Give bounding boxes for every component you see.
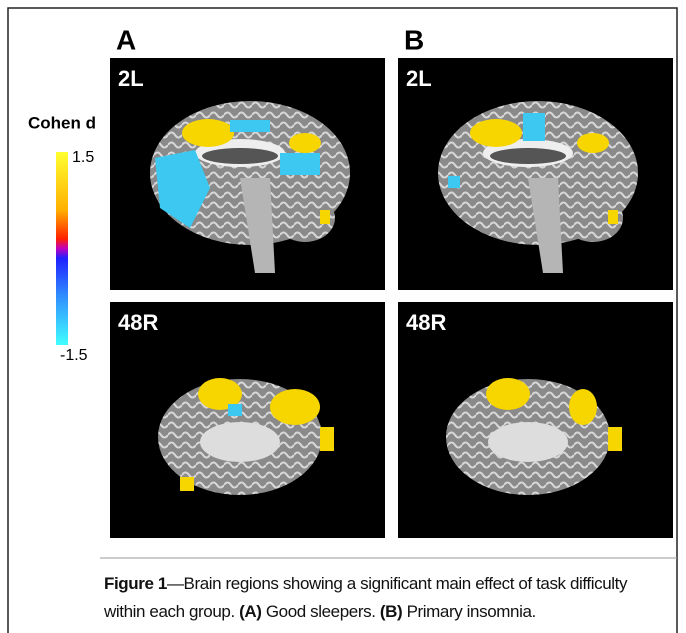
colorbar-max: 1.5 [72,149,94,166]
activation [180,477,194,491]
panel-letter: A [116,24,136,55]
activation [228,404,242,416]
caption-ref: (A) [239,602,261,621]
activation [182,119,234,147]
activation [608,427,622,451]
activation [608,210,618,224]
caption-ref: (B) [380,602,402,621]
caption: Figure 1—Brain regions showing a signifi… [104,570,670,626]
white-matter [488,422,568,462]
activation [577,133,609,153]
activation [523,113,545,141]
activation [280,153,320,175]
activation [320,427,334,451]
activation [320,210,330,224]
panel-letter: B [404,24,424,55]
page: Cohen d 1.5 -1.5 A 2L 48R B 2L 48R Figure 1—B… [0,0,686,633]
colorbar-title: Cohen d [28,113,96,132]
activation [486,378,530,410]
white-matter [200,422,280,462]
colorbar [56,152,68,345]
activation [448,176,460,188]
figure: Cohen d 1.5 -1.5 A 2L 48R B 2L 48R [0,0,686,633]
caption-label: Figure 1 [104,574,167,593]
activation [289,133,321,153]
view-label: 48R [406,310,446,335]
activation [230,120,270,132]
caption-text: Primary insomnia. [402,602,536,621]
activation [569,389,597,425]
view-label: 2L [118,66,144,91]
colorbar-min: -1.5 [60,347,88,364]
corpus-callosum-inner [490,148,566,164]
activation [470,119,522,147]
view-label: 48R [118,310,158,335]
view-label: 2L [406,66,432,91]
corpus-callosum-inner [202,148,278,164]
caption-text: Good sleepers. [262,602,380,621]
activation [270,389,320,425]
